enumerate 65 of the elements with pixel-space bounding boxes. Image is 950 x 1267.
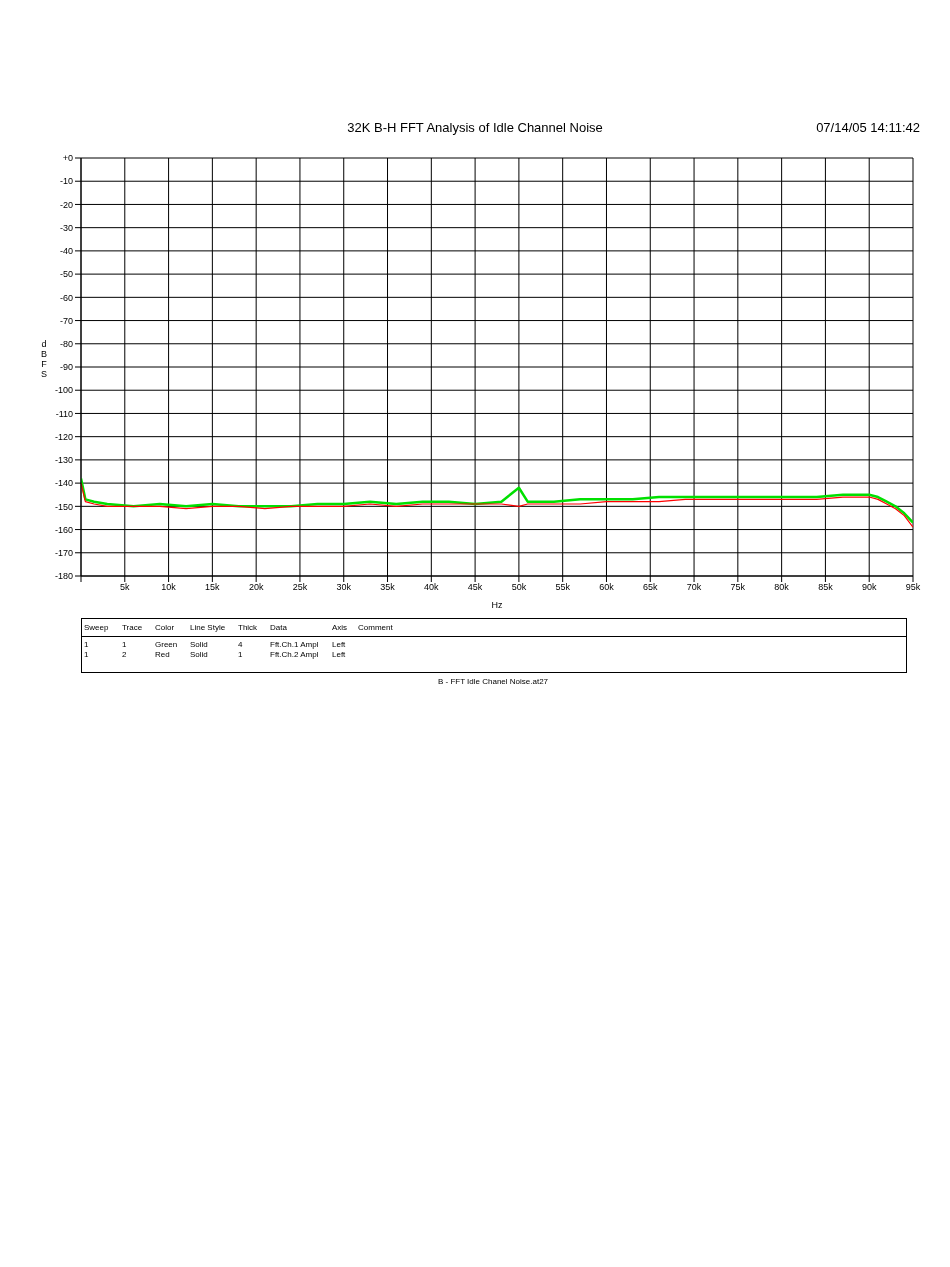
text: B - FFT Idle Chanel Noise.at27 (436, 677, 550, 686)
text: 1 (238, 650, 244, 660)
x-tick-label: 40k (424, 582, 440, 593)
y-tick-label: -120 (54, 431, 73, 442)
x-tick-label: 95k (905, 582, 921, 593)
text: Fft.Ch.1 Ampl (270, 640, 320, 650)
text: 07/14/05 14:11:42 (816, 120, 920, 135)
x-tick-label: 65k (643, 582, 659, 593)
y-tick-label: -30 (59, 222, 73, 233)
y-tick-label: -80 (59, 338, 73, 349)
x-tick-label: 70k (686, 582, 702, 593)
x-tick-label: 55k (555, 582, 571, 593)
text: Red (155, 650, 171, 660)
text: Trace (122, 623, 144, 632)
y-tick-label: -10 (59, 176, 73, 187)
y-tick-label: -60 (59, 292, 73, 303)
text: 1 (84, 650, 90, 660)
y-tick-label: -150 (54, 501, 73, 512)
text: 2 (122, 650, 128, 660)
text: Comment (358, 623, 394, 632)
text: Solid (190, 640, 209, 650)
x-tick-label: 25k (292, 582, 308, 593)
y-tick-label: -20 (59, 199, 73, 210)
x-tick-label: 90k (861, 582, 877, 593)
text: Line Style (190, 623, 227, 632)
y-tick-label: +0 (62, 153, 73, 164)
x-tick-label: 10k (161, 582, 177, 593)
x-tick-label: 75k (730, 582, 746, 593)
y-tick-label: -110 (55, 408, 73, 419)
text: Axis (332, 623, 349, 632)
x-tick-label: 30k (336, 582, 352, 593)
x-tick-label: 80k (774, 582, 790, 593)
y-tick-label: -40 (59, 246, 73, 257)
text: Fft.Ch.2 Ampl (270, 650, 320, 660)
x-tick-label: 85k (818, 582, 834, 593)
text: 4 (238, 640, 244, 650)
chart-title: 32K B-H FFT Analysis of Idle Channel Noise (347, 120, 603, 135)
y-axis-title: dBFS (40, 339, 48, 379)
x-axis-title: Hz (491, 600, 503, 610)
text: Thick (238, 623, 259, 632)
x-tick-label: 20k (248, 582, 264, 593)
x-tick-label: 50k (511, 582, 527, 593)
x-tick-label: 45k (467, 582, 483, 593)
x-tick-label: 5k (120, 582, 131, 593)
y-tick-label: -100 (54, 385, 73, 396)
y-tick-label: -90 (59, 362, 73, 373)
y-tick-label: -170 (54, 547, 73, 558)
x-tick-label: 60k (599, 582, 615, 593)
y-tick-label: -70 (59, 315, 73, 326)
y-tick-label: -180 (54, 571, 73, 582)
text: Data (270, 623, 288, 632)
text: 1 (122, 640, 128, 650)
text: Green (155, 640, 179, 650)
x-tick-label: 15k (205, 582, 221, 593)
y-tick-label: -160 (54, 524, 73, 535)
text: Left (332, 640, 347, 650)
text: Sweep (84, 623, 110, 632)
text: 1 (84, 640, 90, 650)
text: Solid (190, 650, 209, 660)
text: Color (155, 623, 176, 632)
x-tick-label: 35k (380, 582, 396, 593)
text: Left (332, 650, 347, 660)
y-tick-label: -50 (59, 269, 73, 280)
y-tick-label: -130 (54, 455, 73, 466)
y-tick-label: -140 (54, 478, 73, 489)
